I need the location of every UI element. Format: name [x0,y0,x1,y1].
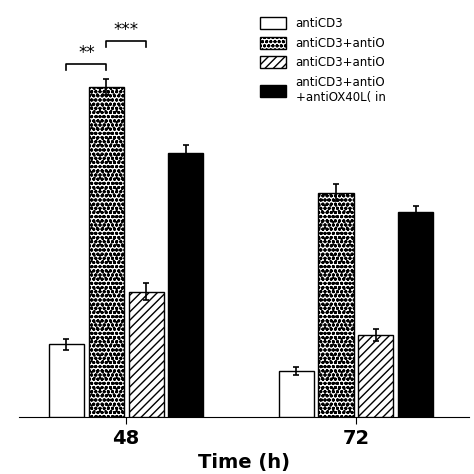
Bar [89,87,124,417]
Bar [398,212,433,417]
Text: ***: *** [114,21,139,39]
Bar [279,371,314,417]
Bar [358,335,393,417]
Bar [319,192,354,417]
Bar [89,87,124,417]
Legend: antiCD3, antiCD3+antiO, antiCD3+antiO, antiCD3+antiO
+antiOX40L( in: antiCD3, antiCD3+antiO, antiCD3+antiO, a… [259,16,387,105]
Bar [128,292,164,417]
X-axis label: Time (h): Time (h) [198,454,290,473]
Bar [168,153,203,417]
Bar [319,192,354,417]
Text: **: ** [78,44,95,62]
Bar [49,345,84,417]
